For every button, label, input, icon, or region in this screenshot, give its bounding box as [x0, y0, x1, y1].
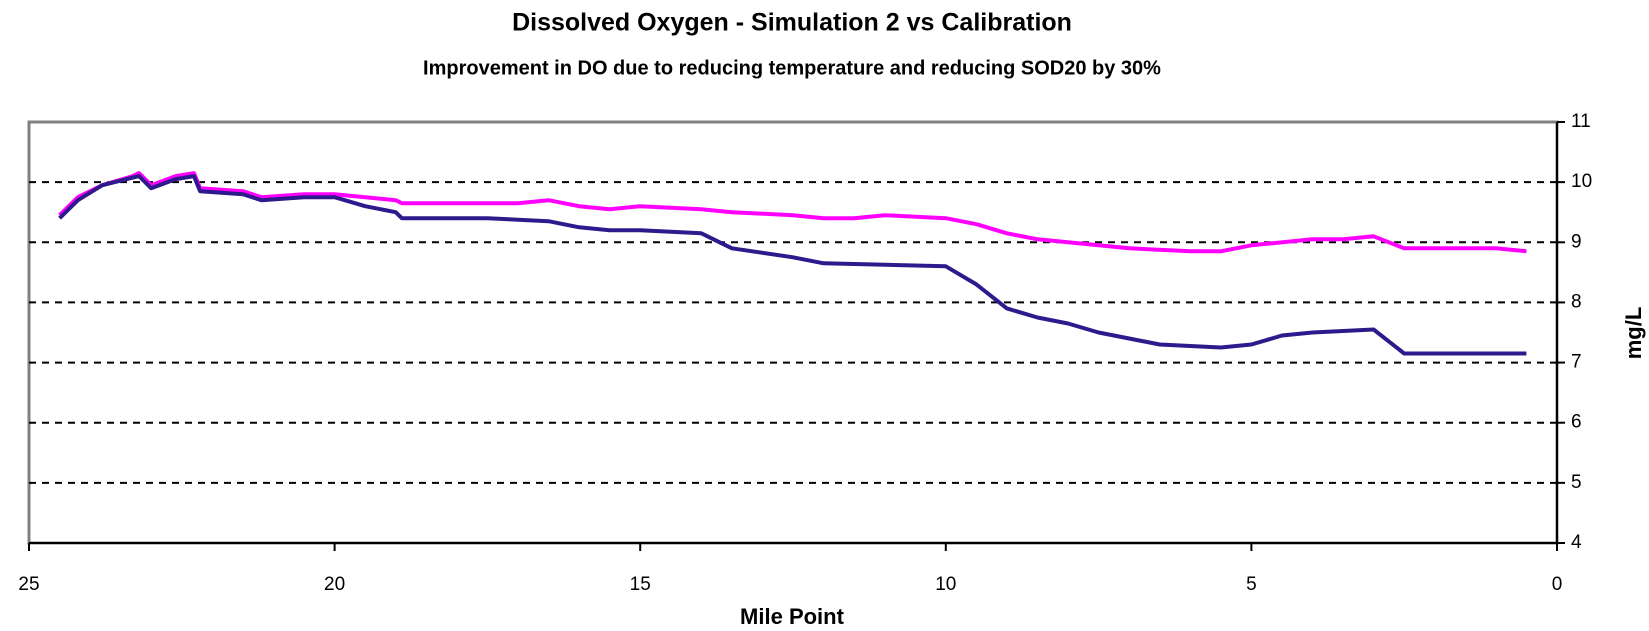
- y-tick-label: 11: [1571, 111, 1591, 132]
- y-tick-label: 7: [1571, 352, 1582, 373]
- x-tick-label: 5: [1246, 574, 1257, 595]
- y-tick-label: 6: [1571, 412, 1582, 433]
- x-tick-label: 25: [18, 574, 39, 595]
- x-tick-label: 20: [324, 574, 345, 595]
- y-tick-label: 9: [1571, 231, 1582, 252]
- data-line: [58, 174, 1527, 356]
- x-tick-label: 0: [1552, 574, 1563, 595]
- x-tick-label: 15: [630, 574, 651, 595]
- x-axis-title: Mile Point: [740, 604, 845, 629]
- x-tick-label: 10: [935, 574, 956, 595]
- chart-subtitle: Improvement in DO due to reducing temper…: [423, 57, 1161, 79]
- y-axis-title: mg/L: [1621, 307, 1646, 360]
- y-tick-label: 5: [1571, 472, 1582, 493]
- chart-title: Dissolved Oxygen - Simulation 2 vs Calib…: [512, 9, 1072, 37]
- y-tick-label: 8: [1571, 291, 1582, 312]
- y-tick-label: 10: [1571, 171, 1592, 192]
- y-tick-label: 4: [1571, 532, 1582, 553]
- data-line: [58, 171, 1527, 254]
